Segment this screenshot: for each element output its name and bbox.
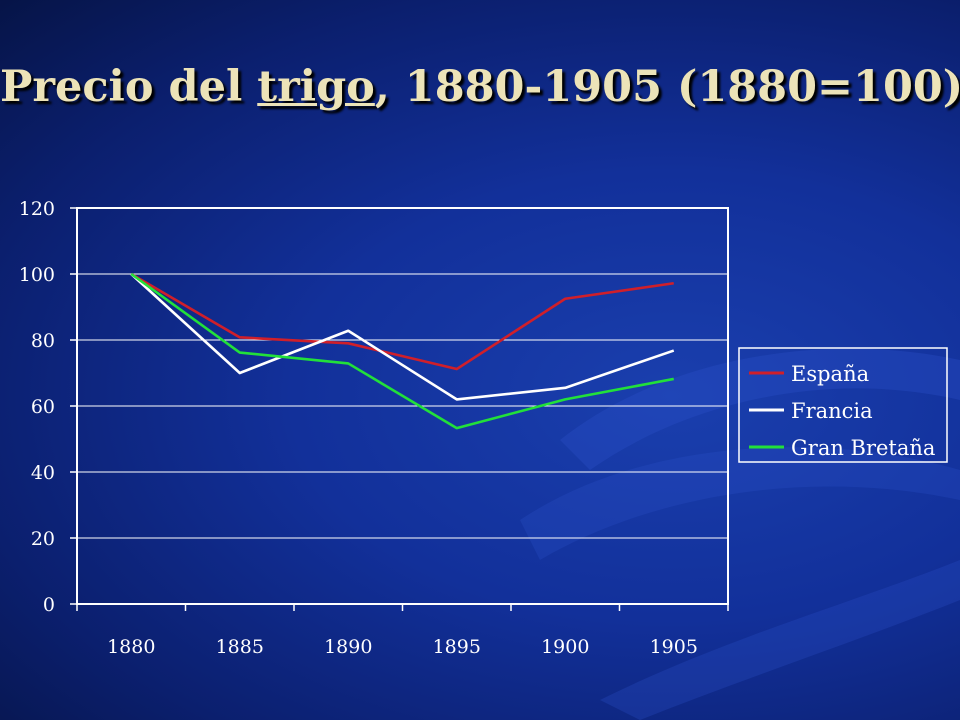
- y-tick-label: 80: [31, 330, 55, 352]
- legend-label: España: [791, 362, 869, 386]
- title-suffix: , 1880-1905 (1880=100): [374, 62, 960, 112]
- x-tick-label-1890: 1890: [324, 636, 372, 658]
- grid-layer: [77, 273, 728, 539]
- y-tick-label: 100: [19, 264, 55, 286]
- series-layer: [130, 272, 675, 430]
- y-tick-label: 20: [31, 528, 55, 550]
- legend-label: Francia: [791, 399, 873, 423]
- x-tick-label-1905: 1905: [650, 636, 698, 658]
- title-link-trigo[interactable]: trigo: [257, 62, 375, 112]
- series-line-españa: [130, 272, 674, 371]
- y-tick-label: 120: [19, 198, 55, 220]
- axis-layer: 0 20 40 60 80 100 120 1880 1885 1890 1895 1900 1905: [19, 198, 729, 658]
- x-tick-label-1880: 1880: [107, 636, 155, 658]
- y-tick-label: 0: [43, 594, 55, 616]
- legend-box: [738, 347, 948, 463]
- x-tick-label-1885: 1885: [216, 636, 264, 658]
- x-tick-label-1900: 1900: [541, 636, 589, 658]
- title-prefix: Precio del: [0, 62, 258, 112]
- y-tick-label: 40: [31, 462, 55, 484]
- slide-title: Precio del trigo, 1880-1905 (1880=100): [0, 62, 960, 112]
- series-line-gran-bretaña: [130, 272, 674, 430]
- x-tick-label-1895: 1895: [433, 636, 481, 658]
- legend: España Francia Gran Bretaña: [738, 347, 948, 463]
- legend-label: Gran Bretaña: [791, 436, 935, 460]
- y-tick-label: 60: [31, 396, 55, 418]
- series-line-francia: [130, 273, 675, 401]
